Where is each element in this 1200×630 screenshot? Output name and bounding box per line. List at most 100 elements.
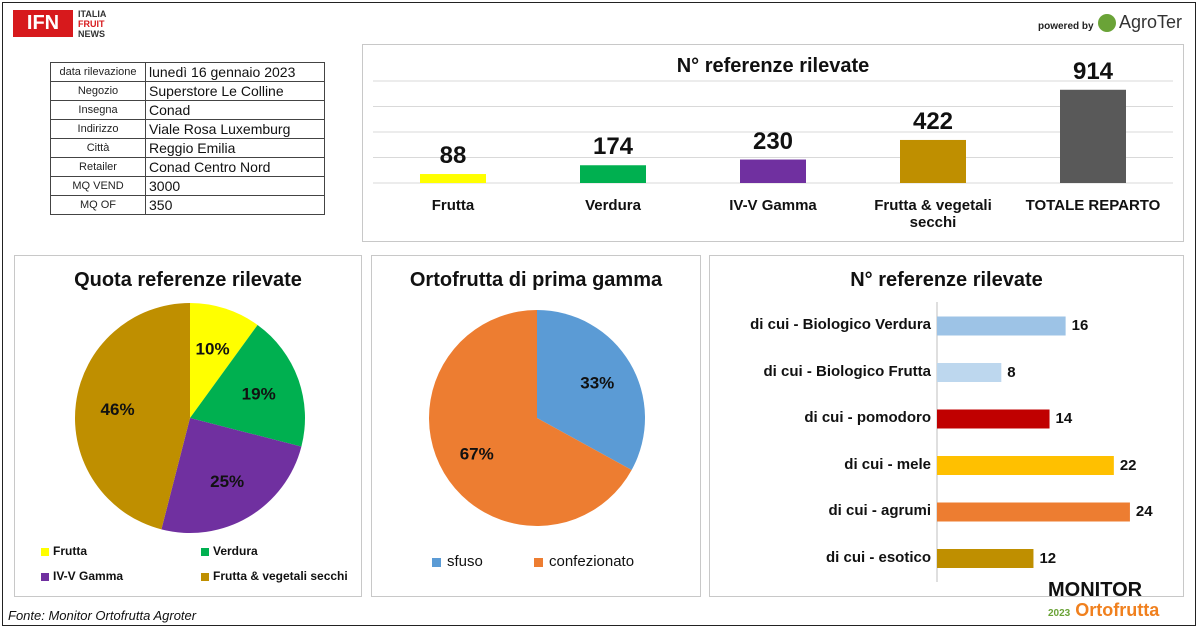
legend-item-frutta: Frutta	[41, 544, 87, 558]
legend-swatch	[432, 557, 441, 567]
info-value: Conad	[145, 100, 325, 120]
pie-slice-3	[74, 303, 190, 530]
info-value: Conad Centro Nord	[145, 157, 325, 177]
info-value: Reggio Emilia	[145, 138, 325, 158]
category-label: TOTALE REPARTO	[1025, 197, 1161, 214]
info-key: MQ VEND	[50, 176, 146, 196]
ifn-logo: IFN	[13, 10, 73, 37]
hbar-value-label: 16	[1071, 317, 1089, 334]
agroter-logo: AgroTer	[1098, 12, 1182, 33]
hbar-chart	[936, 302, 1130, 582]
category-label: Verdura	[585, 197, 641, 214]
hbar-value-label: 24	[1135, 503, 1153, 520]
bar-value-label: 422	[912, 107, 954, 135]
info-value: 350	[145, 195, 325, 215]
pie-slice-1	[190, 324, 305, 447]
source-note: Fonte: Monitor Ortofrutta Agroter	[8, 608, 197, 623]
legend-label: sfuso	[447, 553, 483, 570]
info-value: Viale Rosa Luxemburg	[145, 119, 325, 139]
hbar-category-label: di cui - mele	[844, 455, 931, 473]
pie-slice-label: 25%	[210, 472, 244, 491]
info-row: Retailer Conad Centro Nord	[50, 157, 325, 177]
monitor-logo-sub-text: Ortofrutta	[1075, 600, 1160, 620]
prima-gamma-pie-title: Ortofrutta di prima gamma	[409, 269, 663, 291]
quota-pie-panel: Quota referenze rilevate 10% 19% 25% 46% Fr…	[14, 255, 362, 597]
hbar-1	[937, 363, 1002, 382]
category-label: Frutta & vegetali secchi	[874, 197, 992, 231]
ifn-line-2: FRUIT	[78, 19, 105, 29]
pie-slice-label: 33%	[580, 373, 614, 392]
hbar-4	[937, 502, 1130, 522]
legend-label: confezionato	[549, 553, 635, 570]
legend-label: Verdura	[213, 544, 258, 558]
monitor-logo-title: MONITOR	[1048, 579, 1143, 601]
legend-item-verdura: Verdura	[201, 544, 258, 558]
info-row: Indirizzo Viale Rosa Luxemburg	[50, 119, 325, 139]
bar-3	[900, 139, 966, 183]
hbar-0	[937, 316, 1066, 336]
legend-label: Frutta & vegetali secchi	[213, 569, 348, 583]
legend-item-confezionato: confezionato	[534, 553, 634, 570]
pie-slice-0	[537, 310, 645, 471]
info-row: Città Reggio Emilia	[50, 138, 325, 158]
legend-swatch	[201, 547, 209, 556]
bar-value-label: 88	[439, 142, 467, 170]
pie-slice-label: 67%	[460, 445, 494, 464]
hbar-2	[937, 409, 1050, 429]
info-key: Retailer	[50, 157, 146, 177]
legend-swatch	[41, 572, 49, 581]
hbar-value-label: 22	[1119, 456, 1137, 474]
agroter-leaf-icon	[1098, 14, 1116, 33]
ifn-line-1: ITALIA	[78, 9, 107, 19]
hbar-category-label: di cui - esotico	[825, 548, 931, 566]
hbar-chart-title: N° referenze rilevate	[850, 269, 1043, 291]
info-row: data rilevazione lunedì 16 gennaio 2023	[50, 62, 325, 82]
info-value: Superstore Le Colline	[145, 81, 325, 101]
info-row: Insegna Conad	[50, 100, 325, 120]
legend-item-sfuso: sfuso	[432, 553, 483, 570]
legend-label: IV-V Gamma	[53, 569, 124, 583]
store-info-table: data rilevazione lunedì 16 gennaio 2023 Ne…	[50, 62, 325, 215]
info-key: Insegna	[50, 100, 146, 120]
hbar-value-label: 8	[1007, 363, 1016, 381]
agroter-logo-text: AgroTer	[1119, 12, 1183, 32]
info-row: MQ OF 350	[50, 195, 325, 215]
info-value: 3000	[145, 176, 325, 196]
bar-2	[740, 159, 806, 183]
category-label: Frutta	[431, 197, 475, 214]
prima-gamma-pie-panel: Ortofrutta di prima gamma 33% 67% sfuso c…	[371, 255, 701, 597]
pie-slice-label: 19%	[242, 384, 276, 403]
prima-gamma-pie-chart: 33% 67%	[429, 310, 645, 526]
bar-1	[580, 165, 646, 183]
top-bar-chart-panel: N° referenze rilevate 88 Frutta 174 Verdura…	[362, 44, 1184, 242]
hbar-value-label: 14	[1055, 410, 1073, 427]
pie-slice-0	[190, 303, 258, 418]
hbar-5	[937, 549, 1034, 568]
ifn-logo-text: ITALIA FRUIT NEWS	[78, 9, 106, 39]
pie-slice-label: 10%	[196, 340, 230, 359]
powered-by-label: powered by	[1038, 21, 1094, 32]
monitor-logo-sub: 2023 Ortofrutta	[1048, 600, 1159, 624]
hbar-3	[937, 456, 1114, 475]
referenze-hbar-panel: N° referenze rilevate di cui - Biologico…	[709, 255, 1184, 597]
info-key: MQ OF	[50, 195, 146, 215]
legend-item-iv-v-gamma: IV-V Gamma	[41, 569, 123, 583]
hbar-category-label: di cui - Biologico Verdura	[750, 316, 931, 333]
hbar-category-label: di cui - pomodoro	[804, 409, 931, 426]
legend-swatch	[41, 547, 49, 556]
top-chart-title: N° referenze rilevate	[676, 55, 870, 77]
info-key: data rilevazione	[50, 62, 146, 82]
category-label: IV-V Gamma	[729, 197, 817, 214]
info-key: Indirizzo	[50, 119, 146, 139]
quota-pie-title: Quota referenze rilevate	[74, 269, 302, 291]
info-key: Negozio	[50, 81, 146, 101]
top-bar-chart	[373, 80, 1173, 184]
ifn-line-3: NEWS	[78, 29, 105, 39]
pie-slice-1	[429, 310, 632, 526]
pie-slice-2	[161, 418, 302, 533]
info-value: lunedì 16 gennaio 2023	[145, 62, 325, 82]
hbar-value-label: 12	[1039, 549, 1057, 567]
bar-value-label: 230	[752, 127, 794, 155]
pie-slice-label: 46%	[101, 400, 135, 419]
